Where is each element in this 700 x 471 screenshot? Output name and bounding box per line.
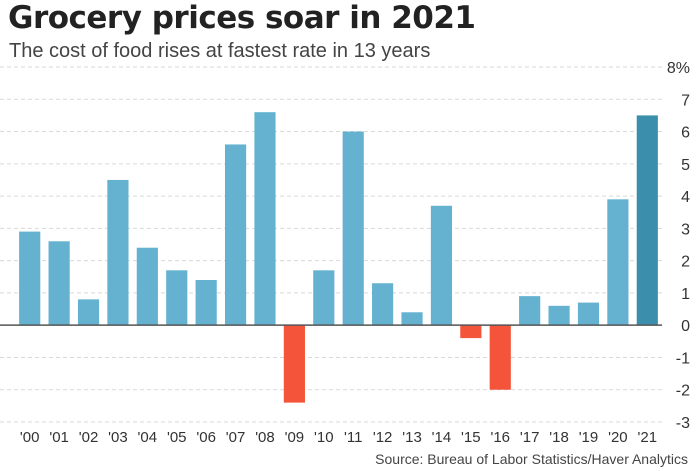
x-tick-label: '12 (373, 429, 393, 446)
x-tick-label: '19 (579, 429, 599, 446)
bar-20 (607, 199, 629, 326)
x-tick-label: '13 (402, 429, 422, 446)
bar-18 (548, 305, 570, 326)
x-tick-label: '05 (167, 429, 187, 446)
bar-21 (636, 115, 658, 326)
y-tick-label: 6 (681, 125, 690, 142)
bar-10 (313, 270, 335, 326)
x-tick-label: '14 (432, 429, 452, 446)
x-tick-label: '03 (108, 429, 128, 446)
y-tick-label: 3 (681, 221, 690, 238)
y-tick-label: 8% (667, 60, 690, 77)
x-tick-label: '18 (549, 429, 569, 446)
bar-1 (48, 241, 70, 326)
bar-11 (342, 131, 364, 326)
bar-12 (372, 283, 394, 326)
x-tick-label: '07 (226, 429, 246, 446)
bar-5 (166, 270, 188, 326)
x-tick-label: '16 (490, 429, 510, 446)
bar-3 (107, 179, 129, 326)
x-tick-label: '02 (79, 429, 99, 446)
chart-subtitle: The cost of food rises at fastest rate i… (9, 40, 431, 62)
source-note: Source: Bureau of Labor Statistics/Haver… (375, 451, 688, 467)
x-tick-label: '04 (138, 429, 158, 446)
bar-19 (577, 302, 600, 326)
bar-13 (401, 312, 423, 326)
bar-16 (489, 325, 511, 390)
bar-15 (460, 325, 482, 339)
y-tick-label: 7 (681, 92, 690, 109)
bar-7 (224, 144, 247, 326)
bar-17 (519, 296, 541, 326)
bar-0 (19, 231, 41, 326)
chart-title: Grocery prices soar in 2021 (8, 0, 476, 36)
y-tick-label: 5 (681, 157, 690, 174)
x-tick-label: '11 (344, 429, 362, 446)
y-tick-label: 2 (681, 254, 690, 271)
x-tick-label: '15 (461, 429, 481, 446)
bars (19, 112, 658, 403)
x-tick-label: '08 (255, 429, 275, 446)
y-tick-label: -3 (676, 415, 690, 432)
x-tick-label: '06 (196, 429, 216, 446)
x-tick-label: '17 (520, 429, 540, 446)
x-tick-label: '20 (608, 429, 628, 446)
x-tick-label: '21 (638, 429, 658, 446)
grid-lines (0, 66, 662, 423)
x-tick-labels: '00 '01 '02 '03 '04 '05 '06 '07 '08 '09 '10 '11 '12 '… (20, 429, 657, 446)
x-tick-label: '01 (49, 429, 69, 446)
y-tick-label: 1 (681, 286, 690, 303)
bar-6 (195, 280, 217, 326)
y-tick-label: 4 (681, 189, 690, 206)
x-tick-label: '09 (285, 429, 305, 446)
y-tick-labels: 8% 7 6 5 4 3 2 1 0 -1 -2 -3 (667, 60, 690, 432)
y-tick-label: -2 (676, 383, 690, 400)
y-tick-label: 0 (681, 318, 690, 335)
bar-9 (283, 325, 305, 403)
y-tick-label: -1 (676, 350, 690, 367)
bar-14 (430, 205, 453, 326)
bar-4 (136, 247, 158, 326)
x-tick-label: '10 (314, 429, 334, 446)
bar-2 (77, 299, 100, 326)
x-tick-label: '00 (20, 429, 40, 446)
bar-8 (254, 112, 276, 326)
